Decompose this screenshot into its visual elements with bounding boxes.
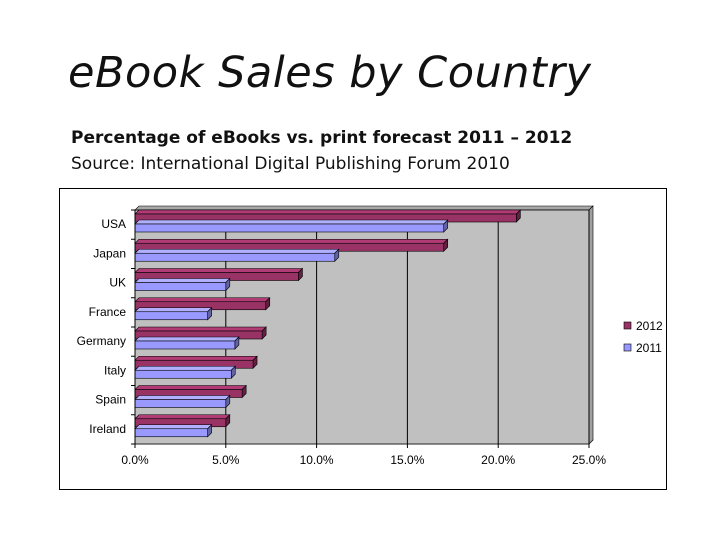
bar-top-face — [134, 365, 236, 371]
bar-top-face — [134, 268, 304, 273]
bar-top-face — [134, 219, 449, 225]
x-tick-label: 25.0% — [572, 453, 606, 467]
plot-wall-side — [588, 205, 594, 445]
y-tick-label: Italy — [104, 363, 126, 377]
x-tick-label: 5.0% — [212, 453, 240, 467]
bar-front-face — [134, 282, 227, 291]
bar-top-face — [134, 297, 271, 303]
source-note: Source: International Digital Publishing… — [71, 154, 510, 174]
bar — [134, 384, 247, 399]
chart-frame — [59, 188, 667, 490]
x-tick-label: 10.0% — [300, 453, 334, 467]
legend-label: 2011 — [636, 341, 662, 355]
bar-front-face — [134, 252, 336, 262]
bar-front-face — [134, 399, 227, 408]
bar-front-face — [134, 369, 232, 379]
bar-top-face — [134, 336, 240, 342]
bar-front-face — [134, 428, 208, 438]
chart-subtitle: Percentage of eBooks vs. print forecast … — [71, 128, 573, 148]
bar — [134, 307, 213, 321]
bar-top-face — [134, 424, 213, 430]
legend: 2012 2011 — [623, 319, 663, 355]
legend-label: 2012 — [636, 319, 663, 333]
x-tick-label: 0.0% — [121, 453, 149, 467]
bar — [134, 219, 449, 233]
y-tick-label: UK — [109, 276, 126, 290]
bar-front-face — [134, 223, 445, 233]
bar — [134, 238, 449, 252]
bar-top-face — [134, 278, 231, 283]
y-tick-label: Germany — [77, 334, 126, 348]
legend-swatch — [623, 343, 632, 352]
x-tick-label: 20.0% — [481, 453, 515, 467]
bar — [134, 326, 267, 340]
bar-top-face — [134, 395, 231, 400]
bar-top-face — [134, 238, 449, 244]
bar — [134, 424, 213, 438]
bar-top-face — [134, 414, 231, 420]
y-tick-label: Ireland — [89, 422, 126, 436]
bar — [134, 297, 271, 311]
bar — [134, 277, 231, 292]
y-tick-label: Japan — [93, 246, 126, 260]
bar — [134, 365, 236, 379]
plot-wall-top — [134, 205, 594, 211]
x-tick-label: 15.0% — [390, 453, 424, 467]
bar-top-face — [134, 385, 247, 390]
bar-top-face — [134, 326, 267, 332]
bar — [134, 355, 258, 369]
bar — [134, 248, 340, 262]
bar-top-face — [134, 355, 258, 361]
bar-top-face — [134, 248, 340, 254]
y-tick-label: Spain — [95, 393, 126, 407]
bar-top-face — [134, 209, 522, 215]
y-tick-label: France — [89, 305, 127, 319]
page-title: eBook Sales by Country — [68, 48, 592, 98]
legend-swatch — [623, 321, 632, 330]
bar-front-face — [134, 340, 236, 350]
bar — [134, 336, 240, 350]
bar-front-face — [134, 311, 208, 321]
bar — [134, 394, 231, 409]
bar-top-face — [134, 307, 213, 313]
y-tick-label: USA — [101, 217, 126, 231]
